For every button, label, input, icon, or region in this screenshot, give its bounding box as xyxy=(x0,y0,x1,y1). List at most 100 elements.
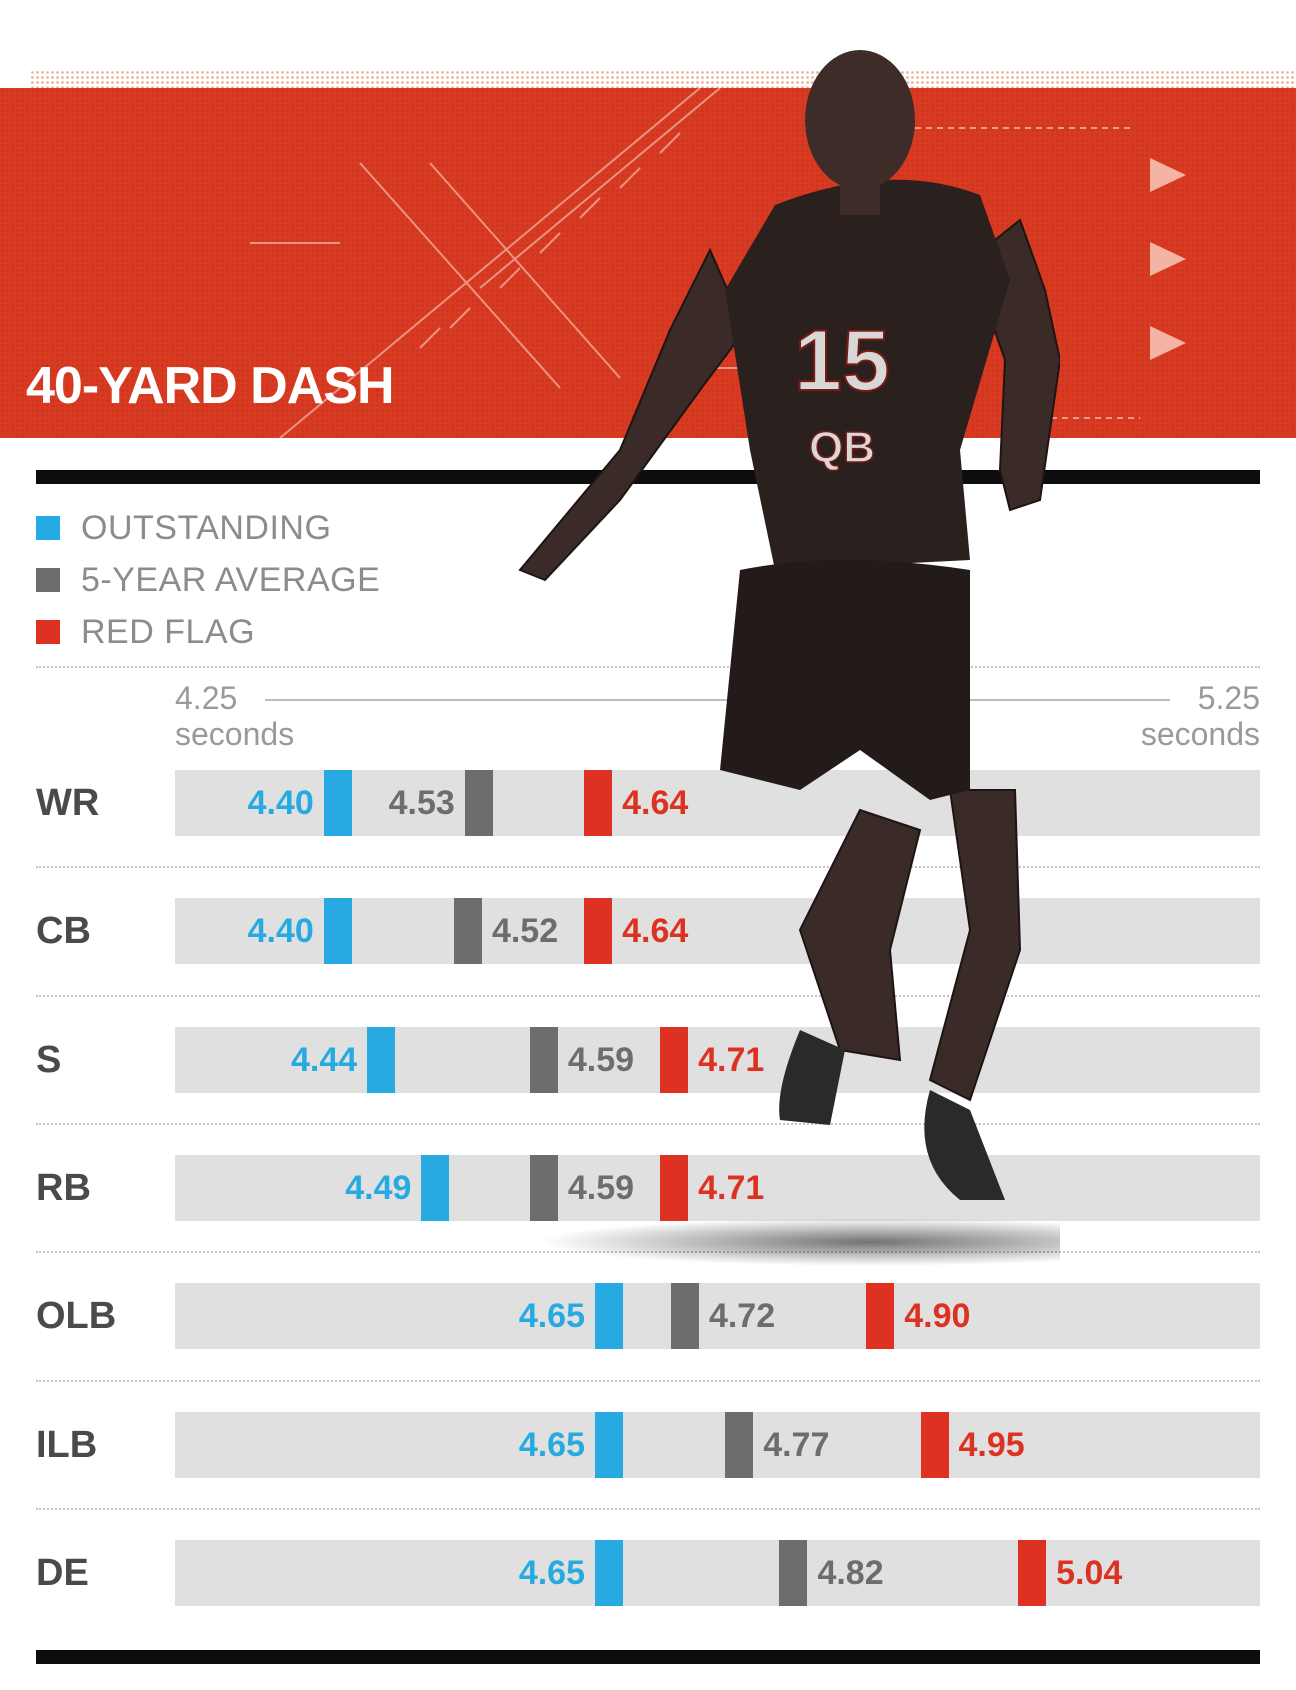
chart-row-cb: CB 4.40 4.52 4.64 xyxy=(0,898,1296,964)
average-value-label: 4.59 xyxy=(567,1041,635,1079)
average-value-label: 4.72 xyxy=(708,1297,776,1335)
outstanding-marker xyxy=(323,898,352,964)
outstanding-value-label: 4.40 xyxy=(247,784,314,822)
head xyxy=(805,50,915,190)
red-flag-marker xyxy=(1018,1540,1047,1606)
row-divider xyxy=(36,1380,1260,1382)
axis-min-label: 4.25 seconds xyxy=(175,680,294,752)
red-flag-marker xyxy=(660,1155,689,1221)
row-label: WR xyxy=(36,782,100,824)
red-flag-value-label: 4.90 xyxy=(904,1297,971,1335)
axis-max-unit: seconds xyxy=(1140,716,1260,752)
red-flag-value-label: 4.64 xyxy=(622,784,689,822)
red-flag-marker xyxy=(660,1027,689,1093)
outstanding-value-label: 4.44 xyxy=(290,1041,358,1079)
chart-row-s: S 4.44 4.59 4.71 xyxy=(0,1027,1296,1093)
outstanding-value-label: 4.65 xyxy=(518,1554,585,1592)
axis-min-value: 4.25 xyxy=(175,680,238,716)
legend-label-red-flag: RED FLAG xyxy=(81,612,256,651)
shorts xyxy=(720,560,970,800)
outstanding-value-label: 4.65 xyxy=(518,1297,585,1335)
outstanding-marker xyxy=(421,1155,450,1221)
average-marker xyxy=(670,1283,699,1349)
legend-item-outstanding: OUTSTANDING xyxy=(36,502,380,554)
average-marker xyxy=(464,770,493,836)
outstanding-marker xyxy=(323,770,352,836)
outstanding-marker xyxy=(595,1412,623,1478)
average-value-label: 4.53 xyxy=(388,784,455,822)
row-divider xyxy=(36,1123,1260,1125)
red-flag-value-label: 4.71 xyxy=(698,1041,765,1079)
red-flag-marker xyxy=(584,770,613,836)
chart-title: 40-YARD DASH xyxy=(26,357,395,415)
chart-row-rb: RB 4.49 4.59 4.71 xyxy=(0,1155,1296,1221)
right-shoe xyxy=(924,1090,1005,1200)
right-leg xyxy=(928,789,1022,1102)
legend: OUTSTANDING 5-YEAR AVERAGE RED FLAG xyxy=(36,502,380,658)
row-divider xyxy=(36,866,1260,868)
red-flag-marker xyxy=(866,1283,895,1349)
average-value-label: 4.77 xyxy=(763,1426,830,1464)
play-arrow-icon xyxy=(1150,326,1186,360)
axis-max-value: 5.25 xyxy=(1197,680,1260,716)
chart-row-ilb: ILB 4.65 4.77 4.95 xyxy=(0,1412,1296,1478)
average-value-label: 4.82 xyxy=(817,1554,884,1592)
row-divider xyxy=(36,1508,1260,1510)
row-label: RB xyxy=(36,1167,91,1209)
arrow-icons-decoration xyxy=(1150,158,1186,360)
average-marker xyxy=(529,1027,558,1093)
left-shoe xyxy=(779,1030,845,1125)
row-label: DE xyxy=(36,1552,89,1594)
outstanding-marker xyxy=(595,1540,623,1606)
outstanding-value-label: 4.49 xyxy=(345,1169,412,1207)
row-track xyxy=(175,1283,1260,1349)
banner-dot-strip xyxy=(30,70,1296,90)
chart-row-de: DE 4.65 4.82 5.04 xyxy=(0,1540,1296,1606)
red-flag-value-label: 4.71 xyxy=(698,1169,765,1207)
legend-swatch-outstanding xyxy=(36,516,60,540)
axis-max-label: 5.25 seconds xyxy=(1141,680,1260,752)
legend-label-average: 5-YEAR AVERAGE xyxy=(81,560,381,599)
divider xyxy=(36,666,1260,668)
red-flag-value-label: 4.64 xyxy=(622,912,689,950)
row-label: S xyxy=(36,1039,62,1081)
title-banner xyxy=(0,88,1296,438)
field-lines-decoration xyxy=(250,88,1140,438)
neck xyxy=(840,175,880,215)
jersey-number: 15 xyxy=(794,313,890,409)
row-divider xyxy=(36,995,1260,997)
average-marker xyxy=(779,1540,808,1606)
row-track xyxy=(175,1027,1260,1093)
red-flag-value-label: 5.04 xyxy=(1056,1554,1123,1592)
average-value-label: 4.52 xyxy=(491,912,559,950)
bottom-rule xyxy=(36,1650,1260,1664)
outstanding-value-label: 4.40 xyxy=(247,912,314,950)
outstanding-marker xyxy=(367,1027,396,1093)
axis-line xyxy=(265,699,1170,701)
legend-item-red-flag: RED FLAG xyxy=(36,606,380,658)
legend-label-outstanding: OUTSTANDING xyxy=(81,508,332,547)
outstanding-value-label: 4.65 xyxy=(518,1426,585,1464)
chart-row-olb: OLB 4.65 4.72 4.90 xyxy=(0,1283,1296,1349)
row-track xyxy=(175,1155,1260,1221)
row-track xyxy=(175,1540,1260,1606)
play-arrow-icon xyxy=(1150,242,1186,276)
ground-shadow xyxy=(540,1218,1060,1266)
row-track xyxy=(175,770,1260,836)
left-leg xyxy=(798,808,922,1062)
jersey-position: QB xyxy=(809,423,875,472)
play-arrow-icon xyxy=(1150,158,1186,192)
red-flag-marker xyxy=(584,898,613,964)
legend-swatch-average xyxy=(36,568,60,592)
chart-row-wr: WR 4.40 4.53 4.64 xyxy=(0,770,1296,836)
red-flag-value-label: 4.95 xyxy=(958,1426,1025,1464)
average-marker xyxy=(725,1412,754,1478)
row-track xyxy=(175,898,1260,964)
legend-item-average: 5-YEAR AVERAGE xyxy=(36,554,380,606)
average-marker xyxy=(453,898,482,964)
row-track xyxy=(175,1412,1260,1478)
average-marker xyxy=(529,1155,558,1221)
axis-min-unit: seconds xyxy=(175,716,295,752)
average-value-label: 4.59 xyxy=(567,1169,635,1207)
athlete-photo: 15 QB xyxy=(518,50,1060,1266)
